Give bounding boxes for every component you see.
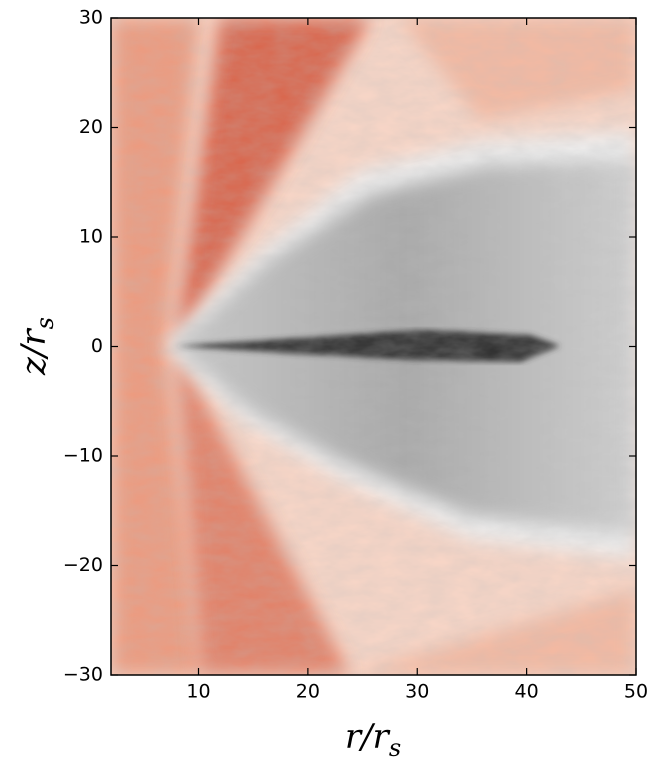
x-tick-label: 10 bbox=[186, 681, 210, 703]
x-tick-label: 50 bbox=[624, 681, 648, 703]
y-tick-label: 20 bbox=[79, 116, 103, 138]
x-tick-label: 40 bbox=[515, 681, 539, 703]
y-tick-label: −20 bbox=[63, 554, 103, 576]
y-tick-label: 30 bbox=[79, 7, 103, 29]
y-axis-label: z/rs bbox=[14, 317, 59, 376]
y-tick-label: 10 bbox=[79, 226, 103, 248]
y-tick-label: 0 bbox=[91, 335, 103, 357]
image bbox=[111, 18, 636, 675]
x-axis-label: r/rs bbox=[345, 717, 401, 757]
x-tick-label: 30 bbox=[405, 681, 429, 703]
y-tick-label: −10 bbox=[63, 445, 103, 467]
x-tick-label: 20 bbox=[296, 681, 320, 703]
y-tick-label: −30 bbox=[63, 664, 103, 686]
